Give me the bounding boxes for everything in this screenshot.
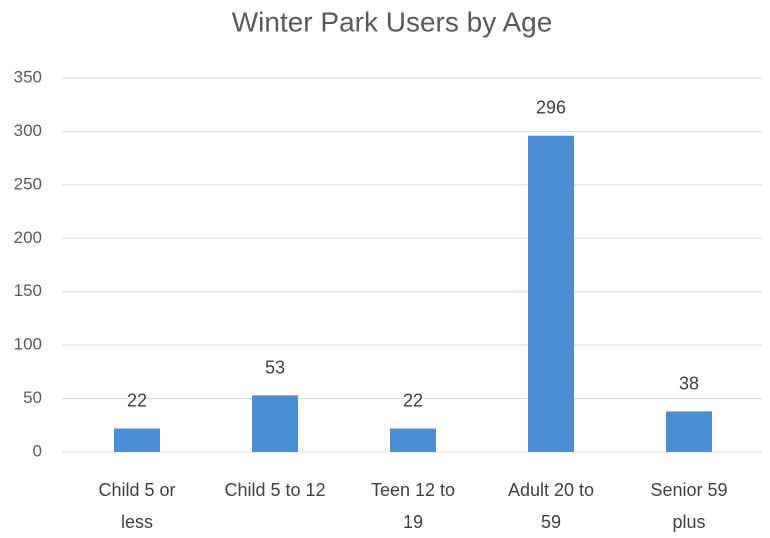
y-tick-label: 50 [23,388,42,407]
bar [528,135,574,452]
y-tick-label: 150 [14,281,42,300]
y-tick-label: 300 [14,121,42,140]
bar [114,428,160,452]
x-tick-label: Senior 59 plus [650,480,727,532]
data-label: 22 [127,390,147,410]
x-tick-label: Teen 12 to 19 [371,480,455,532]
data-label: 296 [536,98,566,118]
bar [252,395,298,452]
x-tick-label: Child 5 to 12 [224,480,325,500]
data-label: 38 [679,373,699,393]
data-label: 22 [403,390,423,410]
bar [390,428,436,452]
chart-title: Winter Park Users by Age [232,6,553,37]
bar [666,411,712,452]
y-tick-label: 350 [14,67,42,86]
y-tick-label: 200 [14,228,42,247]
y-tick-label: 100 [14,335,42,354]
y-tick-label: 250 [14,174,42,193]
x-tick-label: Child 5 or less [98,480,175,532]
x-tick-label: Adult 20 to 59 [508,480,594,532]
data-label: 53 [265,357,285,377]
y-tick-label: 0 [33,441,42,460]
